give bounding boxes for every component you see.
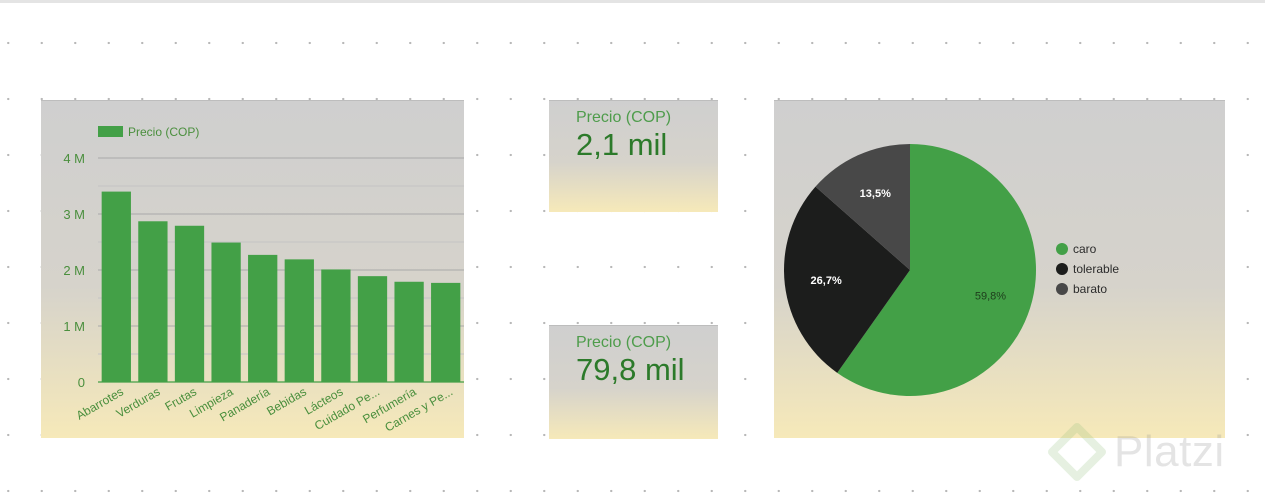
pie-slices [784, 144, 1036, 396]
scorecard-precio-1[interactable]: Precio (COP) 2,1 mil [549, 100, 718, 212]
scorecard-value: 2,1 mil [576, 127, 668, 162]
scorecard-value: 79,8 mil [576, 352, 685, 387]
bar-chart-panel[interactable]: 0 1 M 2 M 3 M 4 M Abarrotes Verduras Frutas Lim… [41, 100, 464, 438]
pie-legend-swatch [1056, 283, 1068, 295]
pie-legend-label: barato [1073, 282, 1107, 296]
bar[interactable] [321, 269, 351, 382]
bar[interactable] [101, 191, 131, 382]
watermark-text: Platzi [1114, 427, 1225, 476]
pie-legend-swatch [1056, 263, 1068, 275]
bar-series [101, 191, 461, 382]
bar-legend: Precio (COP) [98, 125, 199, 139]
y-tick-label: 2 M [63, 263, 85, 278]
pie-slice-label: 59,8% [975, 291, 1006, 303]
bar-y-axis: 0 1 M 2 M 3 M 4 M [63, 151, 85, 390]
pie-slice-tolerable[interactable] [784, 186, 910, 373]
pie-chart-panel[interactable]: 59,8% 26,7% 13,5% caro tolerable barato [774, 100, 1225, 438]
pie-legend-label: tolerable [1073, 262, 1119, 276]
bar-legend-swatch [98, 126, 123, 137]
platzi-logo-icon [1048, 423, 1106, 481]
y-tick-label: 1 M [63, 319, 85, 334]
bar[interactable] [394, 281, 424, 382]
pie-legend-label: caro [1073, 242, 1097, 256]
y-tick-label: 0 [78, 375, 85, 390]
bar-legend-label: Precio (COP) [128, 125, 199, 139]
bar[interactable] [248, 254, 278, 382]
pie-slice-label: 13,5% [860, 188, 891, 200]
x-tick-label: Bebidas [264, 384, 309, 418]
top-rule [0, 0, 1265, 3]
pie-slice-caro[interactable] [837, 144, 1036, 396]
scorecard-label: Precio (COP) [576, 334, 672, 351]
pie-slice-label: 26,7% [811, 275, 842, 287]
bar[interactable] [357, 276, 388, 382]
y-tick-label: 4 M [63, 151, 85, 166]
scorecard-label: Precio (COP) [576, 109, 672, 126]
bar[interactable] [138, 221, 168, 382]
platzi-watermark: Platzi [1048, 420, 1258, 484]
bar[interactable] [284, 259, 314, 382]
y-tick-label: 3 M [63, 207, 85, 222]
pie-legend: caro tolerable barato [1056, 242, 1119, 296]
pie-slice-barato[interactable] [815, 144, 910, 270]
bar[interactable] [211, 242, 241, 382]
scorecard-precio-2[interactable]: Precio (COP) 79,8 mil [549, 325, 718, 439]
bar[interactable] [431, 282, 461, 382]
bar[interactable] [174, 225, 205, 382]
pie-slice-labels: 59,8% 26,7% 13,5% [811, 188, 1007, 303]
pie-chart: 59,8% 26,7% 13,5% caro tolerable barato [784, 144, 1119, 396]
pie-legend-swatch [1056, 243, 1068, 255]
